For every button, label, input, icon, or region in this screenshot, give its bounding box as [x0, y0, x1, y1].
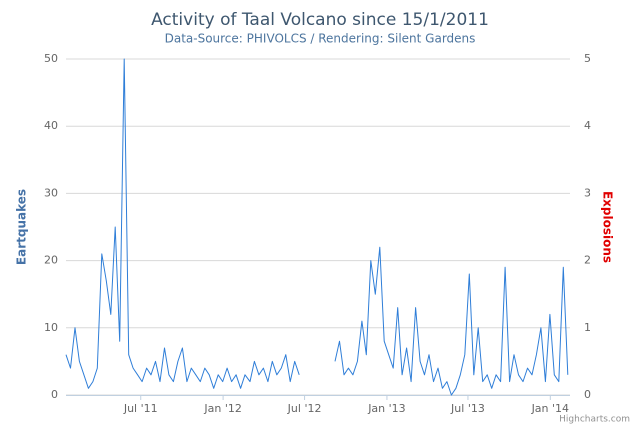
x-tick-label: Jul '13 [450, 402, 485, 415]
y-tick-label: 30 [44, 186, 58, 199]
y2-tick-label: 3 [584, 186, 591, 199]
y-tick-label: 0 [51, 388, 58, 401]
y-tick-label: 40 [44, 119, 58, 132]
y2-tick-label: 1 [584, 321, 591, 334]
y2-tick-label: 4 [584, 119, 591, 132]
y2-tick-label: 0 [584, 388, 591, 401]
x-tick-label: Jan '14 [531, 402, 569, 415]
x-tick-label: Jul '12 [287, 402, 322, 415]
x-tick-label: Jan '13 [367, 402, 405, 415]
y-tick-label: 50 [44, 52, 58, 65]
chart-subtitle: Data-Source: PHIVOLCS / Rendering: Silen… [165, 32, 476, 46]
y2-axis-title: Explosions [601, 191, 615, 263]
y-tick-label: 10 [44, 321, 58, 334]
y2-tick-label: 2 [584, 254, 591, 267]
series-line [65, 58, 569, 396]
y-tick-label: 20 [44, 254, 58, 267]
y-axis-title: Eartquakes [15, 189, 29, 265]
credits: Highcharts.com [559, 415, 630, 425]
x-tick-label: Jan '12 [203, 402, 241, 415]
x-tick-label: Jul '11 [123, 402, 158, 415]
chart-title: Activity of Taal Volcano since 15/1/2011 [151, 10, 489, 30]
y2-tick-label: 5 [584, 52, 591, 65]
